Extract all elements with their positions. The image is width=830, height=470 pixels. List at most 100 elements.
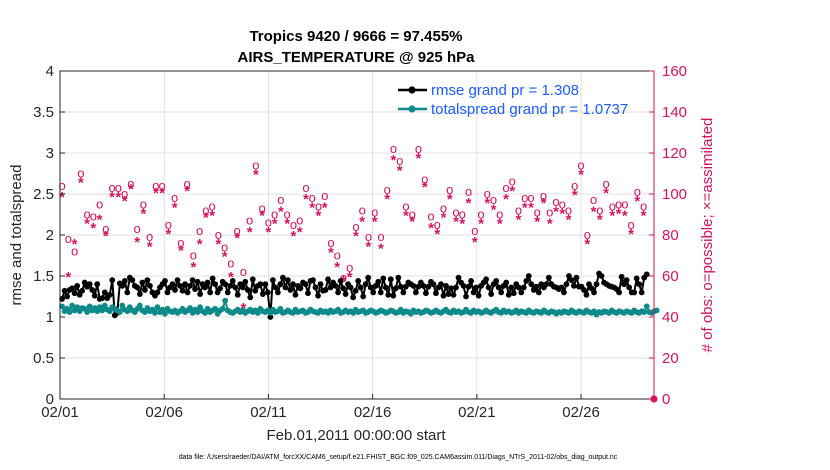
rmse-point (232, 284, 239, 291)
obs-assimilated-point: * (316, 208, 322, 225)
spread-point (136, 302, 143, 309)
obs-assimilated-point: * (516, 212, 522, 229)
obs-assimilated-point: * (628, 226, 634, 243)
obs-assimilated-point: * (572, 187, 578, 204)
obs-possible-point: o (465, 184, 472, 199)
obs-assimilated-point: * (391, 152, 397, 169)
obs-possible-point: o (409, 207, 416, 222)
obs-possible-point: o (215, 227, 222, 242)
y2-tick-label: 80 (662, 227, 679, 244)
obs-possible-point: o (484, 186, 491, 201)
rmse-point (591, 289, 597, 296)
obs-possible-point: o (159, 178, 166, 193)
y2-tick-label: 140 (662, 104, 687, 121)
rmse-point (528, 281, 535, 288)
spread-point (641, 309, 648, 315)
obs-possible-point: o (434, 217, 441, 232)
rmse-point (71, 290, 78, 297)
rmse-point (563, 281, 570, 288)
obs-possible-point: o (259, 200, 266, 215)
obs-possible-point: o (371, 204, 378, 219)
obs-assimilated-point: * (578, 167, 584, 184)
obs-assimilated-point: * (359, 214, 365, 231)
obs-assimilated-point: * (203, 210, 209, 227)
obs-possible-point: o (415, 141, 422, 156)
obs-possible-point: o (184, 176, 191, 191)
obs-possible-point: o (115, 180, 122, 195)
obs-possible-point: o (102, 221, 109, 236)
rmse-point (136, 291, 143, 297)
obs-possible-point: o (602, 176, 609, 191)
obs-assimilated-point: * (616, 205, 622, 222)
obs-possible-point: o (177, 235, 184, 250)
obs-possible-point: o (515, 202, 522, 217)
rmse-point (327, 284, 334, 291)
rmse-point (187, 282, 193, 289)
y-tick-label: 1 (46, 309, 54, 326)
rmse-point (410, 282, 417, 289)
obs-assimilated-point: * (59, 189, 65, 206)
obs-possible-point: o (534, 204, 541, 219)
obs-assimilated-point: * (641, 208, 647, 225)
obs-possible-point: o (402, 198, 409, 213)
obs-assimilated-point: * (322, 199, 328, 216)
rmse-point (433, 290, 439, 297)
rmse-point (382, 284, 389, 291)
y2-tick-label: 40 (662, 309, 679, 326)
rmse-point (179, 287, 186, 294)
rmse-point (282, 284, 289, 291)
obs-possible-point: o (315, 198, 322, 213)
obs-possible-point: o (471, 223, 478, 238)
obs-assimilated-point: * (284, 216, 290, 233)
rmse-point (420, 282, 427, 289)
rmse-point (443, 282, 449, 289)
obs-assimilated-point: * (347, 269, 353, 286)
obs-possible-point: o (234, 223, 241, 238)
rmse-point (460, 282, 467, 289)
obs-assimilated-point: * (397, 162, 403, 179)
obs-assimilated-point: * (115, 189, 121, 206)
legend-spread-marker (408, 105, 416, 113)
rmse-point (633, 275, 640, 282)
obs-assimilated-point: * (309, 199, 315, 216)
obs-possible-point: o (58, 178, 65, 193)
rmse-point (631, 289, 638, 296)
obs-possible-point: o (427, 209, 434, 224)
rmse-point (290, 281, 296, 288)
obs-possible-point: o (71, 243, 78, 258)
legend-rmse-label: rmse grand pr = 1.308 (431, 82, 579, 99)
y-tick-label: 0.5 (33, 350, 54, 367)
rmse-point (322, 287, 329, 293)
rmse-point (144, 277, 151, 283)
rmse-point (279, 274, 286, 281)
obs-possible-point: o (146, 229, 153, 244)
obs-assimilated-point: * (366, 238, 372, 255)
rmse-point (169, 281, 176, 288)
rmse-point (285, 277, 291, 283)
spread-point (643, 303, 650, 310)
obs-assimilated-point: * (197, 236, 203, 253)
rmse-point (101, 289, 108, 296)
rmse-point (312, 284, 319, 291)
rmse-point (227, 282, 234, 289)
rmse-point (204, 279, 211, 286)
rmse-point (310, 277, 316, 283)
obs-possible-point: o (346, 260, 353, 275)
obs-assimilated-point: * (90, 220, 96, 237)
rmse-point (583, 291, 590, 298)
rmse-point (520, 284, 527, 291)
obs-assimilated-series: ***** * *** * ****** ******** ***** **** **** ** *… (59, 150, 646, 317)
rmse-point (390, 292, 397, 299)
spread-point (116, 309, 123, 315)
rmse-point (448, 285, 454, 292)
obs-possible-point: o (596, 202, 603, 217)
rmse-point (463, 293, 469, 300)
rmse-point (207, 289, 214, 296)
rmse-point (94, 281, 101, 288)
rmse-point (357, 284, 364, 291)
rmse-point (337, 278, 344, 284)
series-layer (59, 270, 660, 320)
obs-possible-point: o (440, 200, 447, 215)
rmse-point (445, 291, 452, 297)
obs-assimilated-point: * (459, 216, 465, 233)
